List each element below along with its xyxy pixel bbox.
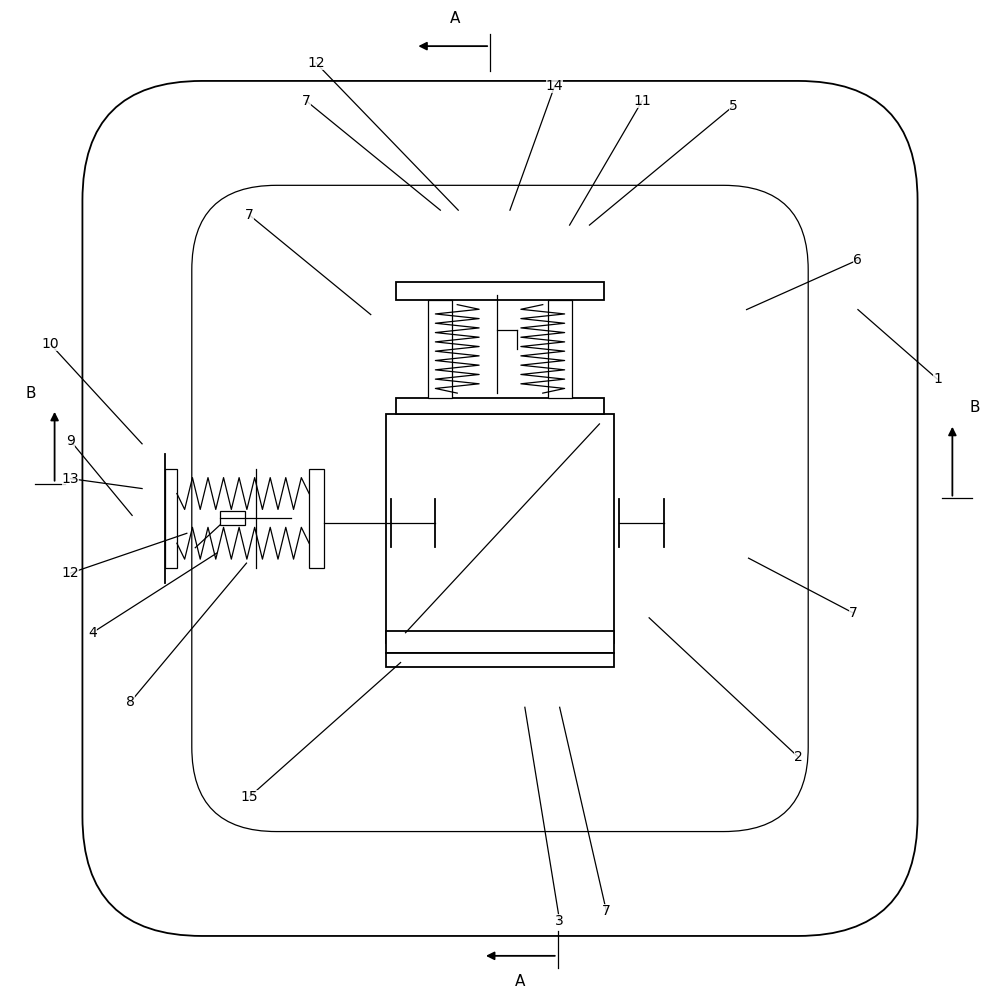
Text: B: B <box>970 400 980 415</box>
Text: 10: 10 <box>42 337 59 351</box>
Text: 6: 6 <box>853 253 862 267</box>
Bar <box>165 469 177 568</box>
Text: 13: 13 <box>62 472 79 486</box>
Text: 7: 7 <box>302 94 311 108</box>
Text: 1: 1 <box>933 372 942 386</box>
Text: 12: 12 <box>62 566 79 580</box>
Text: 8: 8 <box>126 695 135 709</box>
Text: 7: 7 <box>245 208 254 222</box>
Bar <box>386 653 614 667</box>
Text: 12: 12 <box>307 56 325 70</box>
Text: 7: 7 <box>849 606 857 620</box>
Text: 9: 9 <box>66 434 75 448</box>
Text: B: B <box>25 386 36 401</box>
Bar <box>309 469 324 568</box>
Text: 4: 4 <box>88 626 97 640</box>
Text: 5: 5 <box>729 99 738 113</box>
Bar <box>220 510 245 524</box>
Bar <box>386 631 614 653</box>
Bar <box>386 414 614 643</box>
Bar <box>396 398 604 414</box>
Text: 15: 15 <box>241 790 258 804</box>
Text: 14: 14 <box>546 79 563 93</box>
Text: 2: 2 <box>794 750 803 764</box>
Text: 7: 7 <box>602 904 611 918</box>
Bar <box>428 300 452 398</box>
Bar <box>396 282 604 300</box>
Text: A: A <box>450 11 460 26</box>
Bar <box>548 300 572 398</box>
Text: 11: 11 <box>633 94 651 108</box>
Text: 3: 3 <box>555 914 564 928</box>
Text: A: A <box>515 974 525 989</box>
